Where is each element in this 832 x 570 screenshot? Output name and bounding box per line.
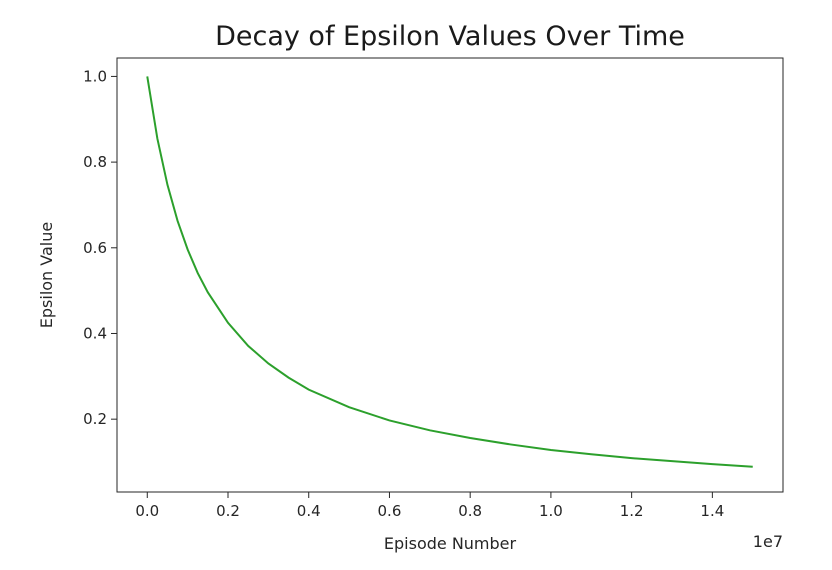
x-axis-offset-text: 1e7 <box>753 532 783 551</box>
epsilon-series-line <box>146 76 753 468</box>
x-tick-label: 1.0 <box>539 502 563 520</box>
y-axis-ticks: 0.2 0.4 0.6 0.8 1.0 <box>83 67 117 428</box>
x-axis-ticks: 0.0 0.2 0.4 0.6 0.8 1.0 1.2 1.4 <box>135 492 724 520</box>
plot-frame <box>116 57 784 493</box>
y-tick-label: 0.2 <box>83 410 107 428</box>
y-tick-label: 0.8 <box>83 153 107 171</box>
x-axis-label: Episode Number <box>384 534 517 553</box>
x-tick-label: 0.2 <box>216 502 240 520</box>
y-tick-label: 0.6 <box>83 239 107 257</box>
x-tick-label: 1.2 <box>620 502 644 520</box>
y-tick-label: 0.4 <box>83 324 107 342</box>
x-tick-label: 1.4 <box>700 502 724 520</box>
x-tick-label: 0.8 <box>458 502 482 520</box>
chart-title: Decay of Epsilon Values Over Time <box>215 21 685 52</box>
y-tick-label: 1.0 <box>83 67 107 85</box>
plot-area <box>116 57 784 493</box>
x-tick-label: 0.0 <box>135 502 159 520</box>
x-tick-label: 0.6 <box>378 502 402 520</box>
x-tick-label: 0.4 <box>297 502 321 520</box>
y-axis-label: Epsilon Value <box>37 222 56 328</box>
